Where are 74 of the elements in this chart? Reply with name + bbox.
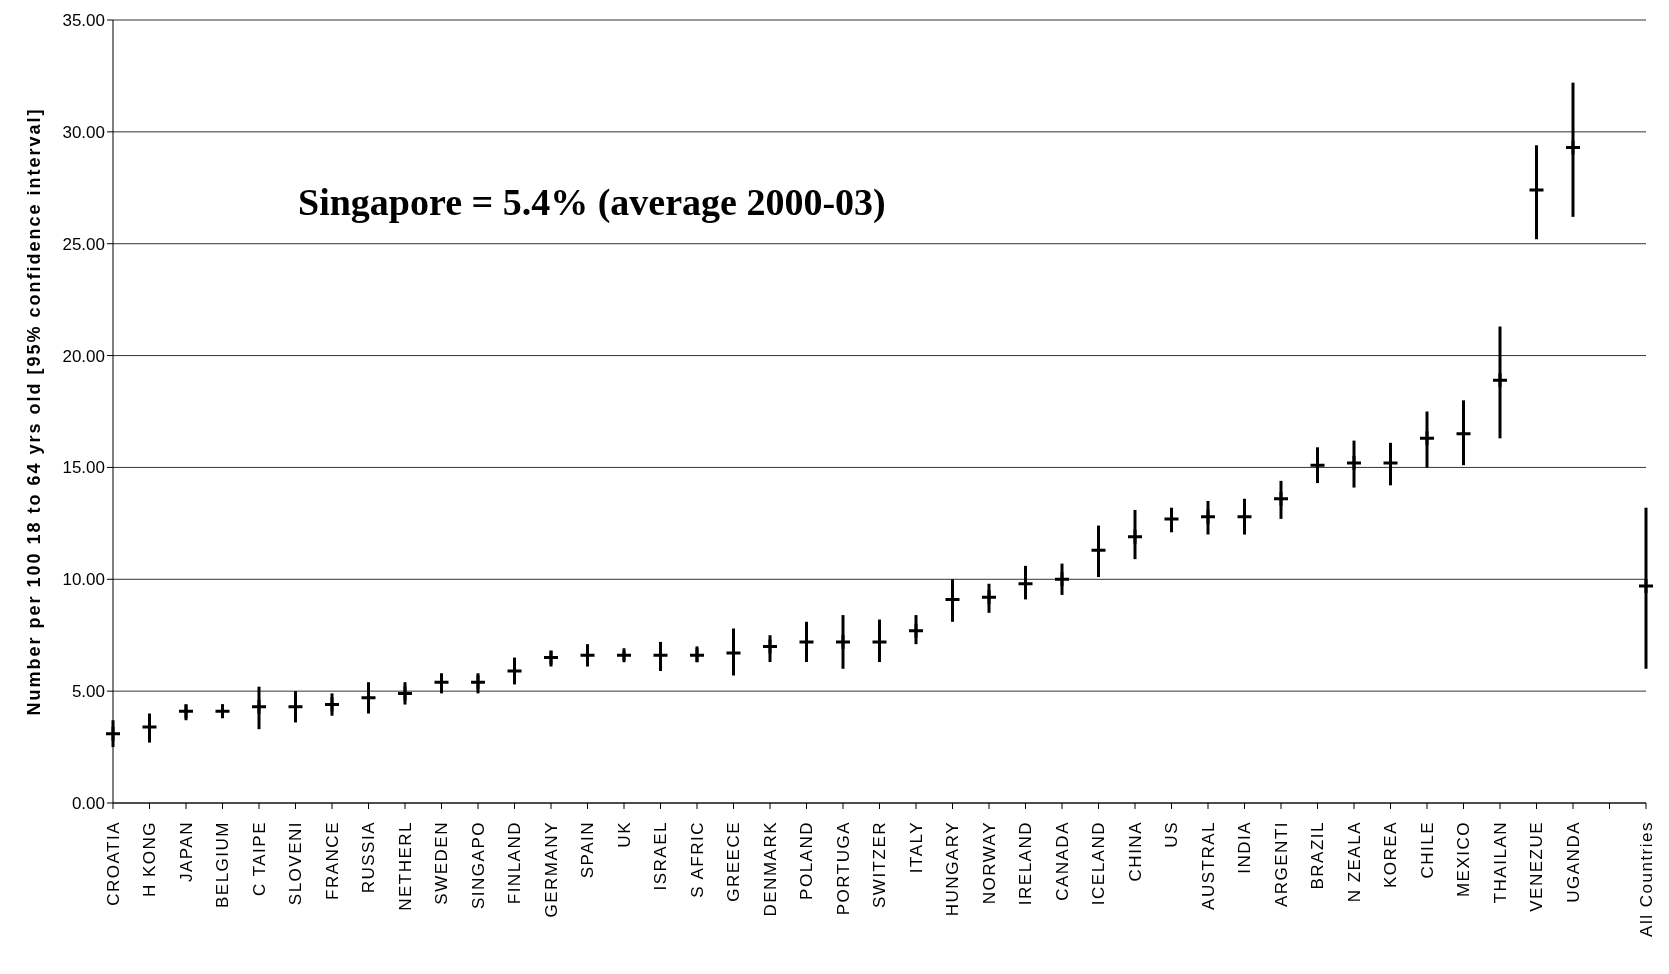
point (325, 697, 339, 712)
x-tick-label: SINGAPO (468, 821, 488, 909)
point (982, 590, 996, 605)
x-tick-label: IRELAND (1016, 821, 1035, 906)
point (1420, 431, 1434, 446)
x-tick-label: CHILE (1417, 821, 1437, 879)
x-tick-label: SWEDEN (432, 821, 451, 905)
y-tick-label: 20.00 (62, 346, 105, 366)
x-tick-label: AUSTRAL (1198, 821, 1218, 910)
point (1566, 140, 1580, 155)
point (836, 634, 850, 649)
x-tick-label: ISRAEL (651, 821, 670, 891)
point (763, 639, 777, 654)
y-tick-label: 0.00 (71, 794, 105, 814)
x-tick-label: BRAZIL (1308, 821, 1327, 890)
point (1128, 529, 1142, 544)
x-tick-label: UGANDA (1563, 821, 1583, 903)
x-tick-label: SPAIN (578, 821, 597, 879)
x-tick-label: INDIA (1235, 821, 1254, 874)
x-tick-label: ICELAND (1089, 821, 1108, 906)
x-tick-label: GREECE (724, 821, 743, 902)
x-tick-label: ITALY (906, 821, 926, 874)
x-tick-label: C TAIPE (249, 821, 269, 897)
x-tick-label: CHINA (1125, 821, 1145, 882)
x-tick-label: ARGENTI (1271, 821, 1291, 908)
point (106, 726, 120, 741)
x-tick-label: THAILAN (1490, 821, 1510, 904)
point (471, 675, 485, 690)
point (1347, 455, 1361, 470)
point (909, 623, 923, 638)
x-tick-label: CROATIA (103, 821, 123, 906)
point (1639, 579, 1653, 593)
x-tick-label: UK (614, 821, 634, 848)
y-tick-label: 10.00 (62, 570, 105, 590)
point (1201, 509, 1215, 524)
x-tick-label: FRANCE (322, 821, 342, 900)
x-tick-label: POLAND (797, 821, 816, 900)
x-tick-label: S AFRIC (687, 821, 707, 898)
y-tick-label: 25.00 (62, 234, 105, 254)
y-tick-label: 5.00 (71, 682, 105, 702)
y-tick-label: 30.00 (62, 122, 105, 142)
x-tick-label: All Countries (1636, 821, 1656, 937)
point (215, 704, 230, 719)
point (179, 704, 193, 719)
point (690, 648, 704, 663)
x-tick-label: RUSSIA (359, 821, 378, 894)
x-tick-label: JAPAN (176, 821, 196, 883)
x-tick-label: H KONG (140, 821, 159, 898)
x-tick-label: GERMANY (541, 821, 561, 918)
point (252, 699, 266, 714)
annotation: Singapore = 5.4% (average 2000-03) (298, 180, 886, 224)
point (1055, 572, 1069, 587)
x-tick-label: SLOVENI (286, 821, 305, 906)
x-tick-label: KOREA (1381, 821, 1400, 889)
x-tick-label: SWITZER (870, 821, 889, 908)
point (398, 686, 412, 701)
x-tick-label: MEXICO (1454, 821, 1473, 898)
y-tick-label: 35.00 (62, 11, 105, 31)
x-tick-label: NETHERL (395, 821, 415, 911)
point (544, 650, 558, 665)
x-tick-label: PORTUGA (833, 821, 853, 916)
y-tick-label: 15.00 (62, 458, 105, 478)
x-tick-label: US (1162, 821, 1181, 848)
x-tick-label: HUNGARY (943, 821, 962, 917)
x-tick-label: N ZEALA (1344, 821, 1364, 903)
point (1493, 373, 1507, 388)
x-tick-label: CANADA (1052, 821, 1072, 901)
x-tick-label: VENEZUE (1527, 821, 1546, 912)
x-tick-label: FINLAND (505, 821, 524, 905)
x-tick-label: DENMARK (760, 821, 780, 917)
x-tick-label: BELGIUM (213, 821, 232, 909)
x-tick-label: NORWAY (979, 821, 999, 905)
point (1274, 491, 1288, 506)
y-axis-title: Number per 100 18 to 64 yrs old [95% confidence interval] (24, 107, 45, 716)
